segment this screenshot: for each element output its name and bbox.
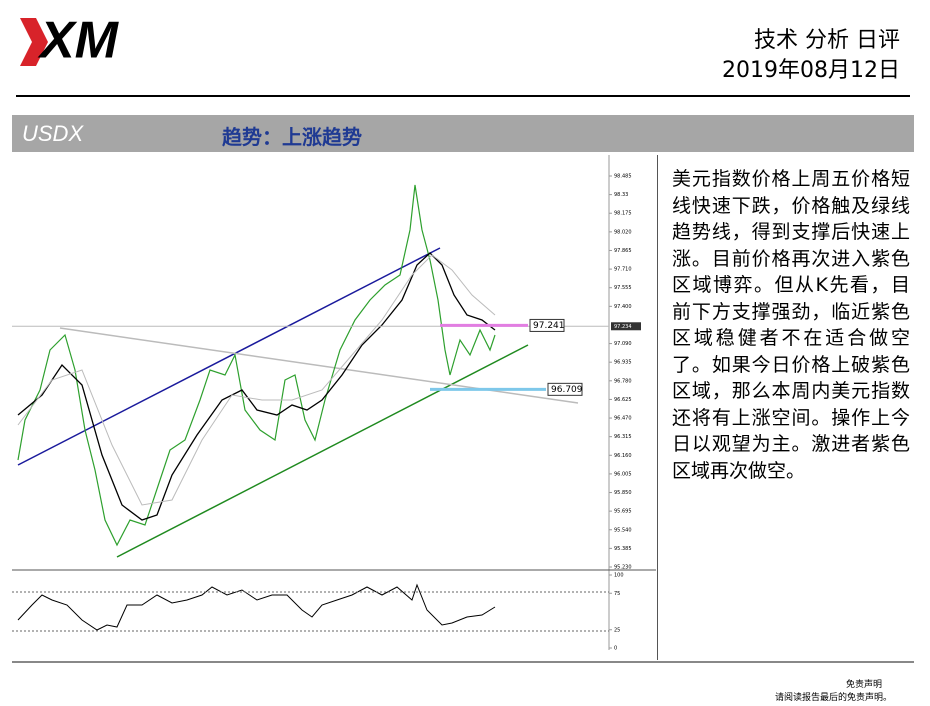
y-tick-label: 97.865: [614, 248, 632, 254]
price-box: [611, 322, 641, 331]
y-tick-label: 98.33: [614, 192, 628, 198]
y-tick-label: 95.385: [614, 546, 632, 552]
disclaimer-title: 免责声明: [845, 680, 882, 690]
y-tick-label: 96.935: [614, 360, 632, 366]
separator: [657, 155, 658, 660]
logo: XM: [20, 14, 120, 70]
y-tick-label: 96.160: [614, 453, 632, 459]
y-tick-label: 97.400: [614, 304, 632, 310]
level-label: 97.241: [533, 321, 565, 331]
trend: 趋势：上涨趋势: [222, 125, 362, 149]
divider: [12, 661, 914, 663]
level-label: 96.709: [551, 385, 583, 395]
level-box: [547, 382, 583, 396]
report-title: 技术 分析 日评: [754, 28, 900, 53]
y-tick-label: 95.230: [614, 565, 632, 571]
y-tick-label: 95.540: [614, 527, 632, 533]
y-tick-label: 97.555: [614, 285, 632, 291]
symbol: USDX: [22, 121, 84, 146]
disclaimer-note: 请阅读报告最后的免责声明。: [774, 693, 892, 703]
y-tick-label: 0: [614, 646, 617, 652]
y-tick-label: 96.005: [614, 471, 632, 477]
y-tick-label: 96.470: [614, 416, 632, 422]
current-price: 97.234: [614, 324, 632, 330]
chart-bg: [12, 155, 656, 660]
y-tick-label: 95.695: [614, 509, 632, 515]
y-tick-label: 96.780: [614, 378, 632, 384]
y-tick-label: 98.175: [614, 211, 632, 217]
chart: 98.485 98.33 98.175 98.020 97.865 97.710 97.55…: [12, 155, 656, 660]
logo-text: XM: [37, 14, 120, 70]
y-tick-label: 75: [614, 591, 620, 597]
y-tick-label: 100: [614, 573, 624, 579]
commentary: 美元指数价格上周五价格短线快速下跌，价格触及绿线趋势线，得到支撑后快速上涨。目前…: [672, 168, 910, 482]
level-box: [529, 318, 565, 332]
price: [17, 184, 496, 547]
section-bar: [12, 115, 914, 152]
y-tick-label: 95.850: [614, 490, 632, 496]
oscillator: [17, 583, 496, 631]
trend-line: [116, 344, 529, 558]
moving-average: [17, 252, 496, 521]
y-tick-label: 98.485: [614, 174, 632, 180]
trend-line: [17, 247, 441, 466]
y-tick-label: 97.710: [614, 267, 632, 273]
report-date: 2019年08月12日: [722, 58, 900, 83]
y-tick-label: 25: [614, 627, 620, 633]
y-tick-label: 96.625: [614, 397, 632, 403]
y-tick-label: 98.020: [614, 229, 632, 235]
moving-average: [17, 254, 496, 506]
y-tick-label: 96.315: [614, 434, 632, 440]
divider: [16, 95, 910, 97]
y-tick-label: 97.090: [614, 341, 632, 347]
